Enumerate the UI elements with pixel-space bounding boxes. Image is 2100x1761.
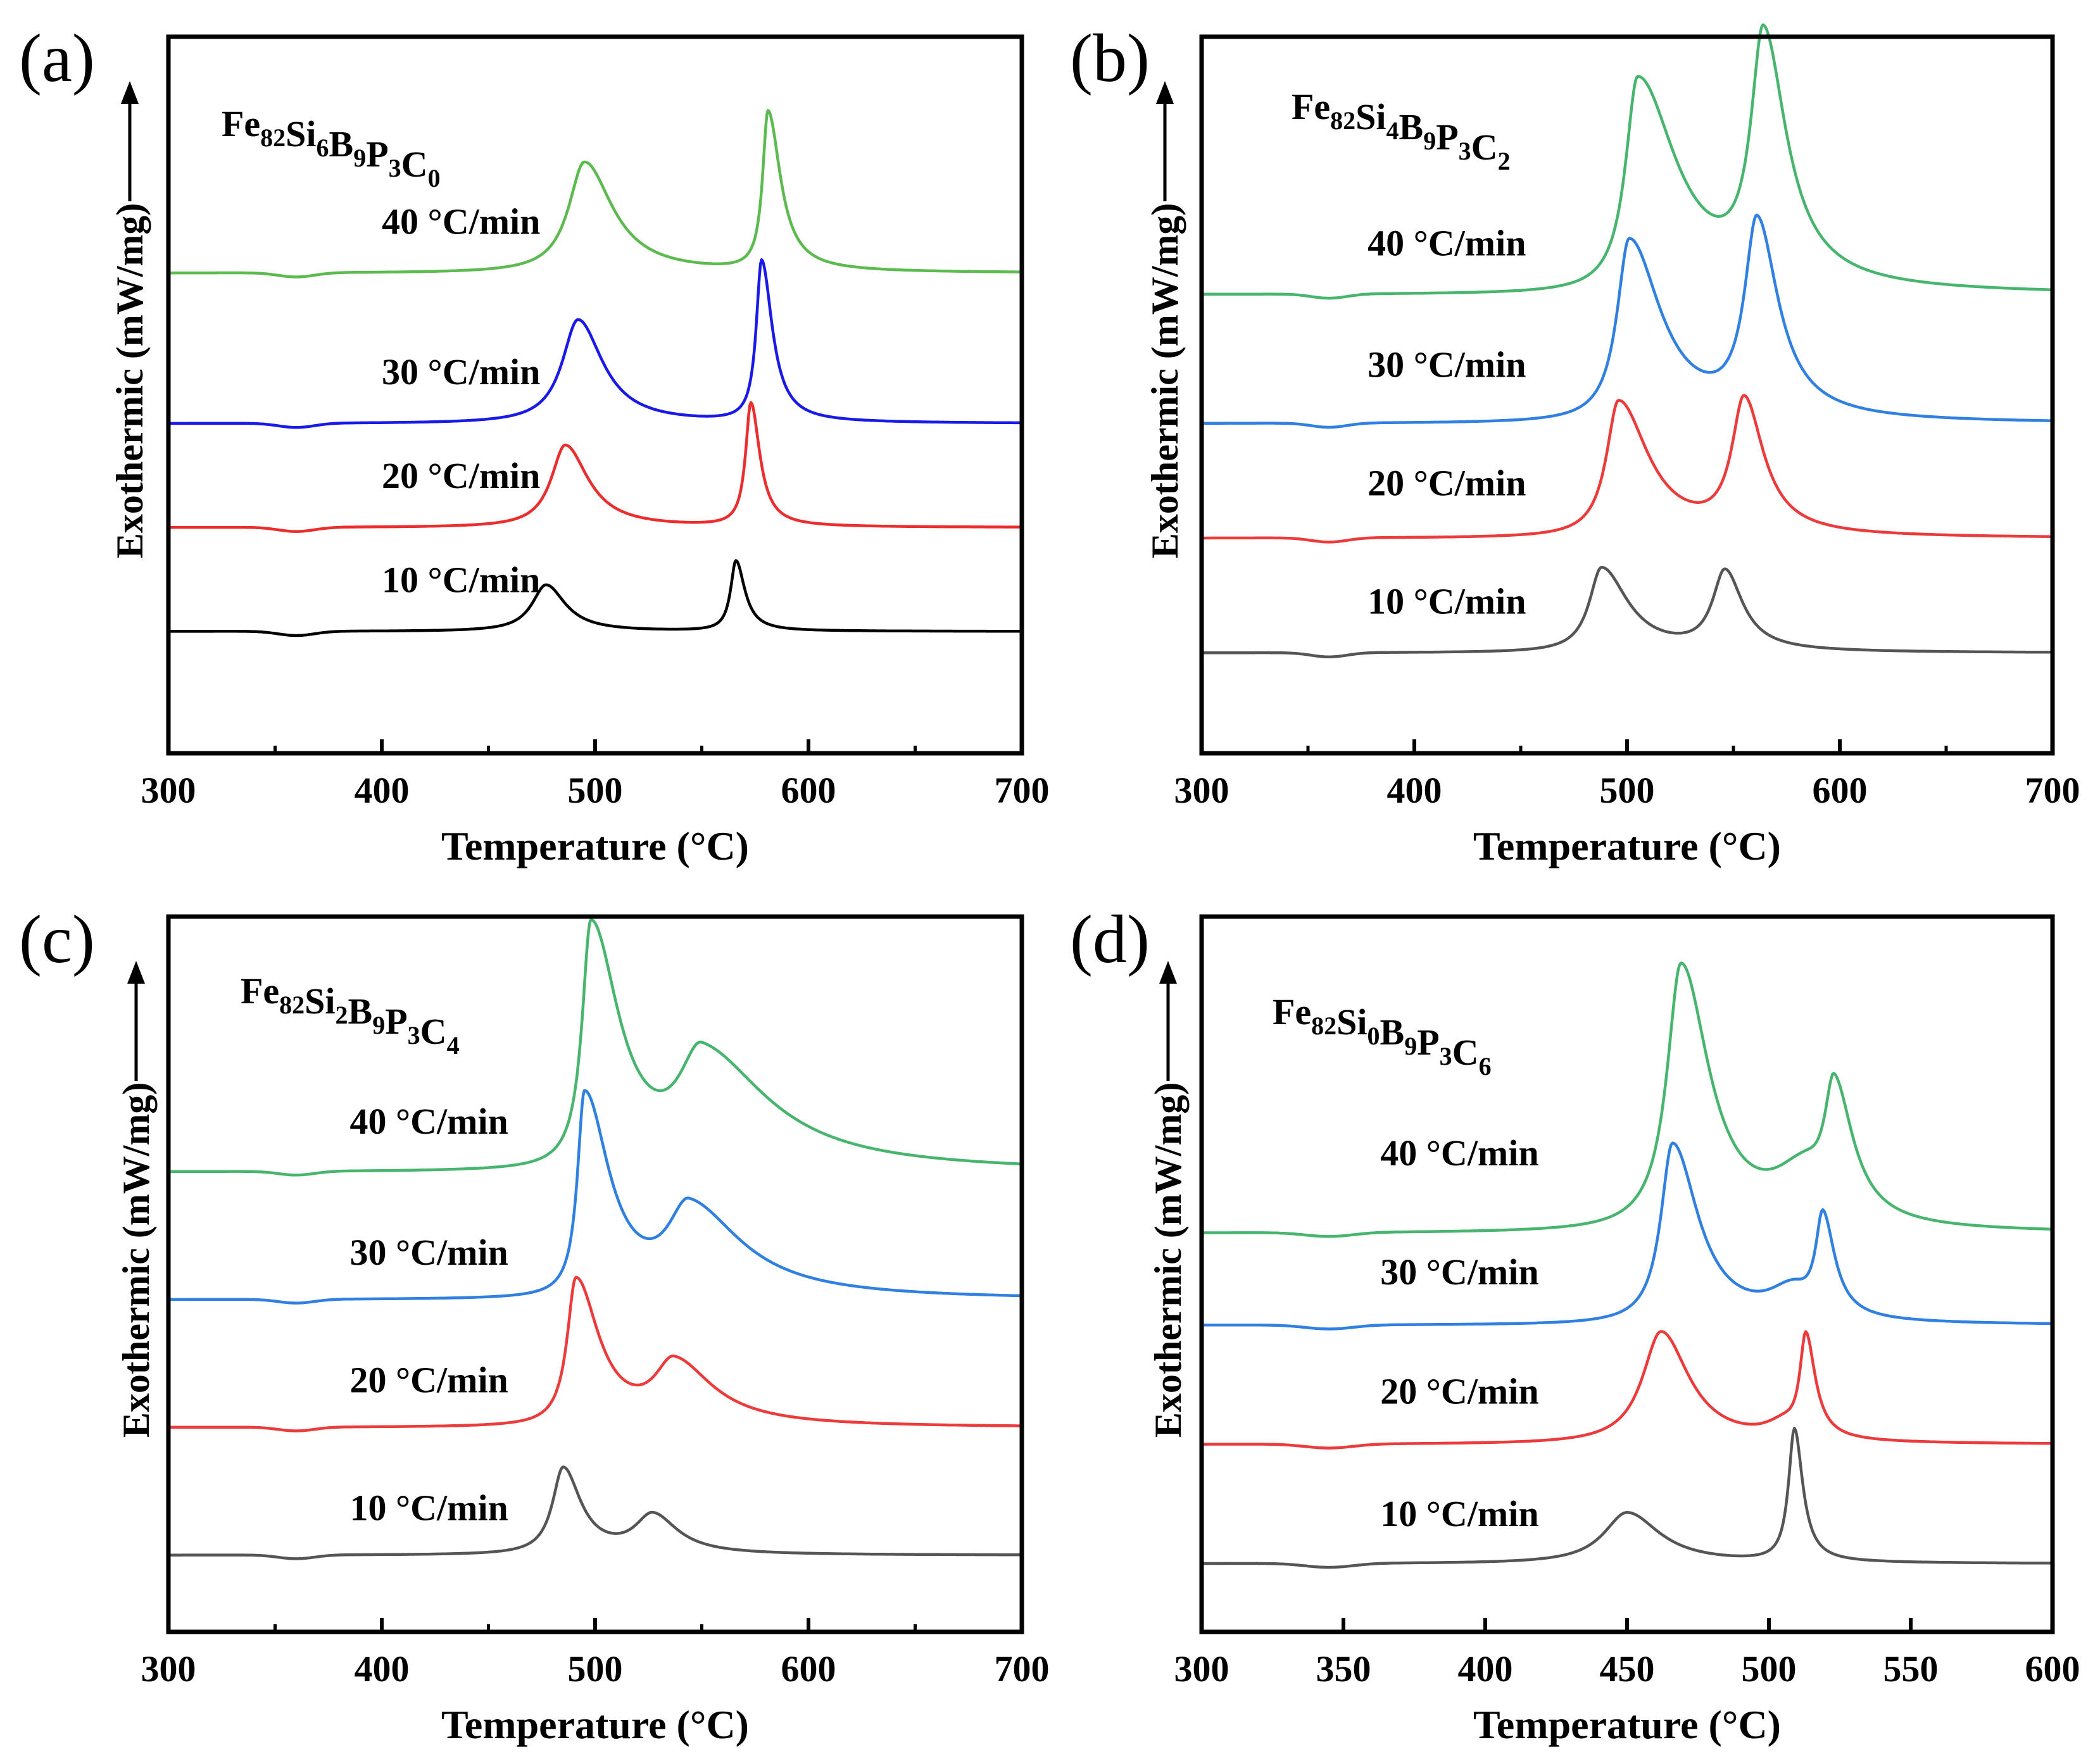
series-label: 30 °C/min — [349, 1232, 508, 1273]
series-label: 40 °C/min — [349, 1101, 508, 1142]
x-tick-label: 700 — [2025, 770, 2080, 811]
x-tick-label: 300 — [1174, 770, 1229, 811]
x-tick-label: 700 — [995, 1648, 1050, 1689]
curve-10-cpm — [168, 559, 1022, 637]
composition-label: Fe82Si0B9P3C6 — [1273, 991, 1492, 1081]
series-label: 40 °C/min — [1380, 1132, 1538, 1174]
x-tick-label: 500 — [568, 1648, 623, 1689]
curve-30-cpm — [1201, 1141, 2053, 1331]
x-tick-label: 700 — [995, 770, 1050, 811]
series-label: 40 °C/min — [1368, 222, 1526, 263]
curve-40-cpm — [168, 109, 1022, 279]
x-tick-label: 600 — [2025, 1648, 2080, 1689]
x-tick-label: 400 — [355, 1648, 410, 1689]
x-tick-label: 300 — [1174, 1648, 1229, 1689]
composition-label: Fe82Si2B9P3C4 — [241, 970, 460, 1060]
panel-b: 10 °C/min 20 °C/min 30 °C/min 40 °C/min 300 4… — [1070, 21, 2080, 868]
x-tick-label: 350 — [1316, 1648, 1371, 1689]
x-tick-label: 550 — [1883, 1648, 1939, 1689]
y-axis-label: Exothermic (mW/mg) — [1144, 203, 1186, 559]
x-tick-label: 500 — [1742, 1648, 1797, 1689]
y-axis-label: Exothermic (mW/mg) — [115, 1082, 157, 1438]
curve-30-cpm — [1201, 213, 2053, 429]
x-tick-label: 600 — [781, 770, 836, 811]
panel-a: 10 °C/min 20 °C/min 30 °C/min 40 °C/min 300 4… — [19, 21, 1050, 868]
x-axis-label: Temperature (°C) — [1473, 1702, 1781, 1747]
y-axis-label: Exothermic (mW/mg) — [109, 203, 151, 559]
series-label: 10 °C/min — [1380, 1493, 1538, 1534]
series-label: 20 °C/min — [349, 1360, 508, 1401]
up-arrow-icon — [1159, 961, 1177, 984]
up-arrow-icon — [1156, 81, 1174, 104]
composition-label: Fe82Si4B9P3C2 — [1292, 86, 1511, 175]
x-tick-label: 600 — [1813, 770, 1868, 811]
panel-d: 10 °C/min 20 °C/min 30 °C/min 40 °C/min 300 3… — [1070, 902, 2080, 1747]
curve-30-cpm — [168, 1089, 1022, 1305]
x-axis-label: Temperature (°C) — [1473, 824, 1781, 868]
series-label: 10 °C/min — [349, 1487, 508, 1528]
series-label: 20 °C/min — [382, 455, 540, 496]
series-label: 10 °C/min — [382, 559, 540, 600]
up-arrow-icon — [121, 81, 139, 104]
y-axis-label: Exothermic (mW/mg) — [1147, 1082, 1189, 1438]
series-label: 20 °C/min — [1368, 462, 1526, 503]
curve-20-cpm — [1201, 394, 2053, 544]
series-label: 20 °C/min — [1380, 1370, 1538, 1412]
panel-letter: (c) — [19, 902, 95, 977]
series-label: 30 °C/min — [1368, 344, 1526, 385]
curve-20-cpm — [1201, 1330, 2053, 1450]
curve-40-cpm — [1201, 962, 2053, 1238]
curve-20-cpm — [168, 401, 1022, 533]
up-arrow-icon — [127, 961, 145, 984]
series-label: 10 °C/min — [1368, 580, 1526, 622]
x-tick-label: 500 — [568, 770, 623, 811]
series-label: 40 °C/min — [382, 201, 540, 242]
composition-label: Fe82Si6B9P3C0 — [222, 103, 441, 192]
curve-40-cpm — [168, 918, 1022, 1177]
x-tick-label: 300 — [141, 1648, 196, 1689]
curve-20-cpm — [168, 1275, 1022, 1432]
x-tick-label: 400 — [1458, 1648, 1513, 1689]
curve-10-cpm — [1201, 565, 2053, 658]
x-tick-label: 300 — [141, 770, 196, 811]
panel-letter: (b) — [1070, 21, 1150, 96]
curve-10-cpm — [168, 1465, 1022, 1560]
panel-letter: (a) — [19, 21, 95, 96]
x-tick-label: 500 — [1600, 770, 1655, 811]
curve-10-cpm — [1201, 1426, 2053, 1569]
panel-letter: (d) — [1070, 902, 1150, 977]
x-tick-label: 400 — [355, 770, 410, 811]
x-axis-label: Temperature (°C) — [441, 824, 749, 868]
series-label: 30 °C/min — [382, 351, 540, 392]
x-axis-label: Temperature (°C) — [441, 1702, 749, 1747]
x-tick-label: 600 — [781, 1648, 836, 1689]
curve-30-cpm — [168, 258, 1022, 429]
x-tick-label: 400 — [1387, 770, 1442, 811]
panel-c: 10 °C/min 20 °C/min 30 °C/min 40 °C/min 300 4… — [19, 902, 1050, 1747]
series-label: 30 °C/min — [1380, 1251, 1538, 1293]
x-tick-label: 450 — [1600, 1648, 1655, 1689]
curve-40-cpm — [1201, 23, 2053, 300]
